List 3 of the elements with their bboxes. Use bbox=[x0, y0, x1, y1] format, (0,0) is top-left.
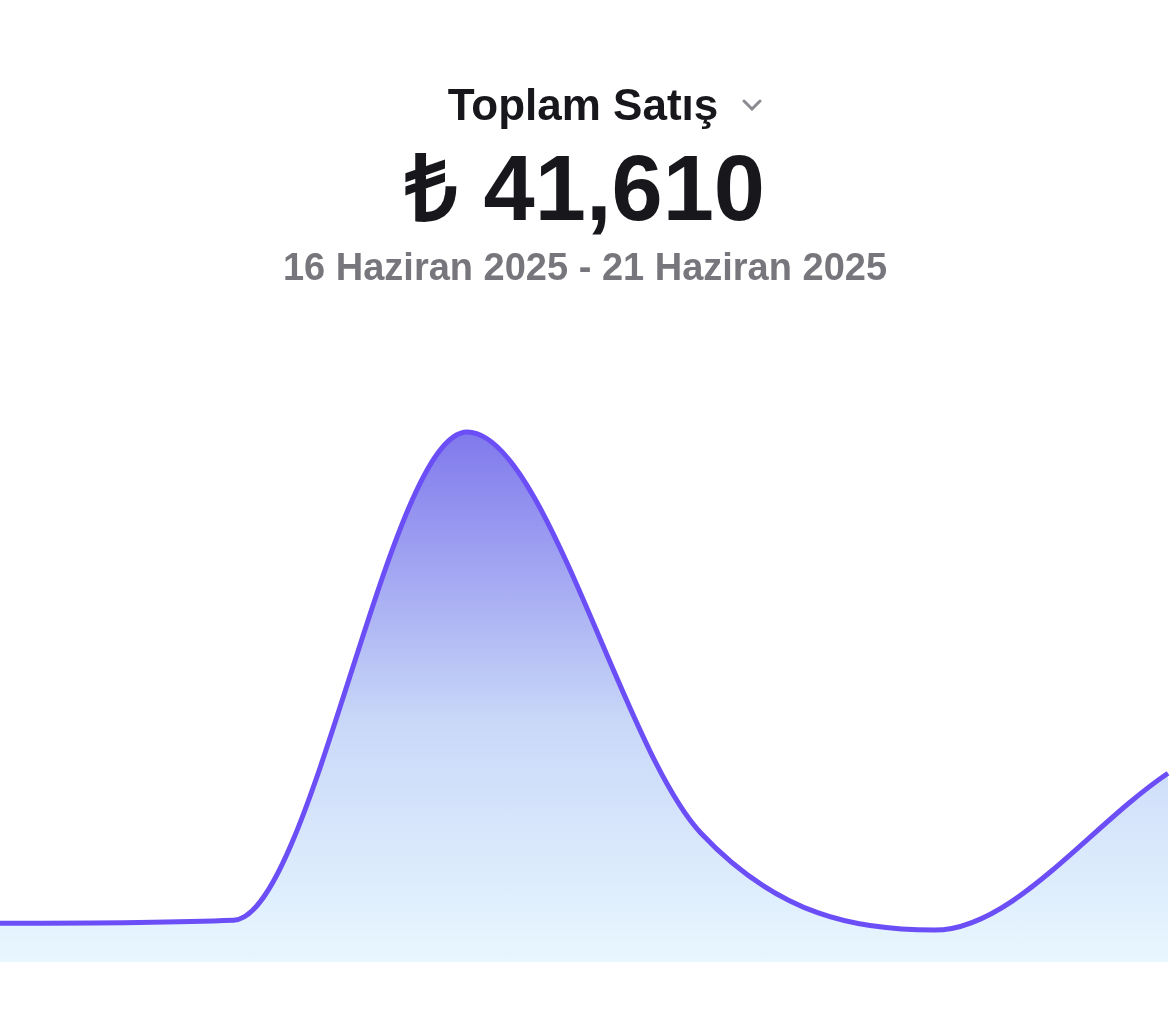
text: 16 Haziran 2025 - 21 Haziran 2025 bbox=[281, 246, 889, 289]
chart-title: Toplam Satış bbox=[447, 80, 719, 130]
chart-subtitle: ₺ 41,610 bbox=[404, 137, 766, 239]
